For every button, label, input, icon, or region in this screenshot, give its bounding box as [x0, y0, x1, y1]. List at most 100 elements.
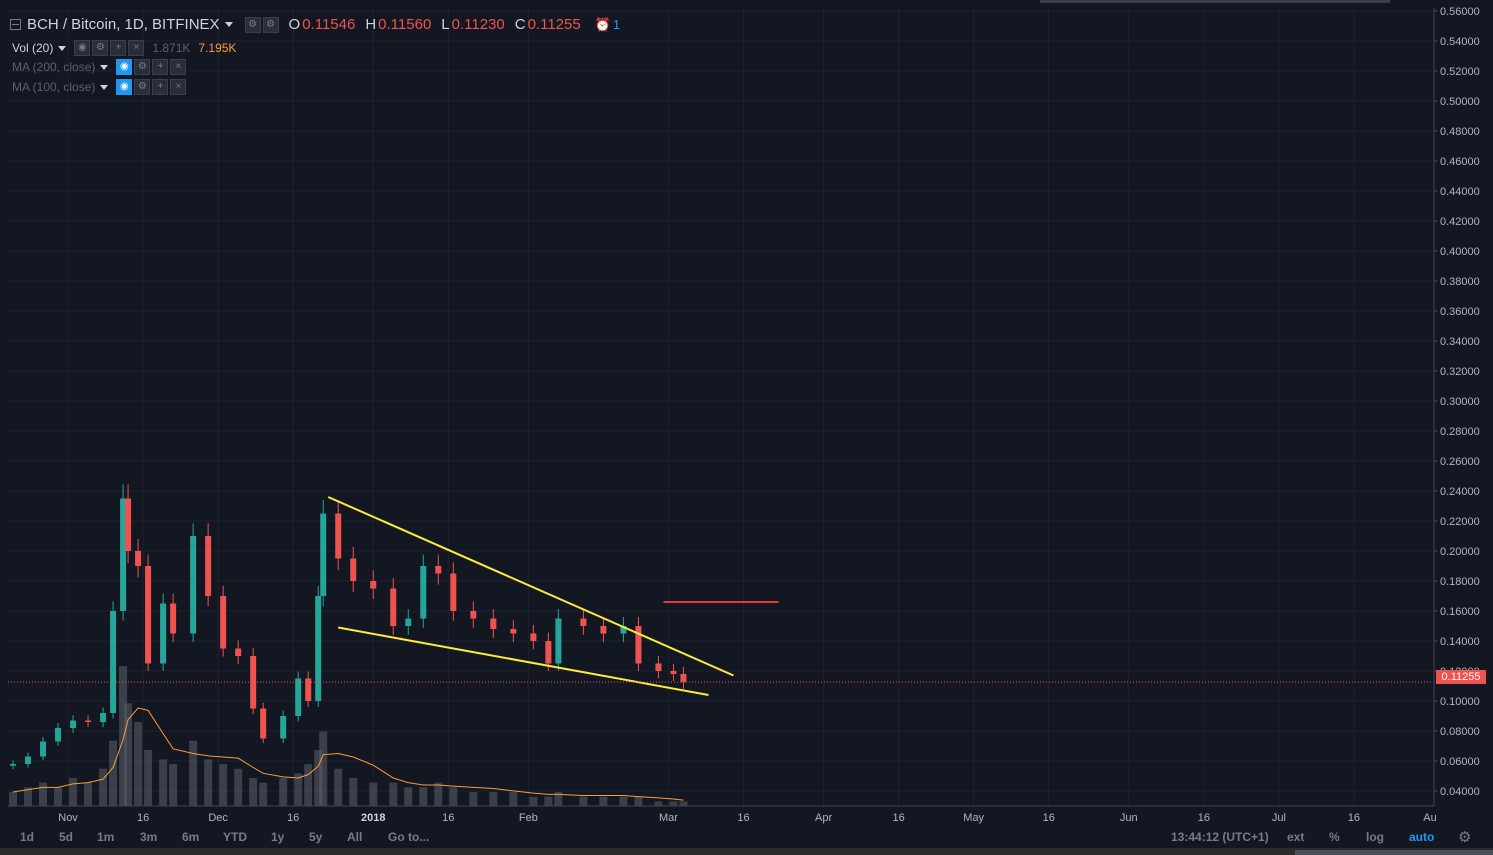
- volume-bar: [544, 796, 553, 806]
- volume-bar: [449, 787, 458, 806]
- volume-bar: [134, 722, 143, 806]
- chevron-down-icon[interactable]: [58, 45, 67, 51]
- volume-bar: [679, 801, 688, 806]
- volume-bar: [84, 782, 93, 806]
- legend-ma200: MA (200, close) ◉ ⚙ + ×: [12, 59, 187, 75]
- close-icon[interactable]: ×: [128, 40, 145, 56]
- candle-body: [420, 566, 427, 619]
- time-tick-label: Jul: [1272, 812, 1286, 824]
- time-tick-label: 16: [1198, 812, 1210, 824]
- range-3m[interactable]: 3m: [140, 830, 158, 844]
- candle-body: [205, 536, 212, 596]
- volume-bar: [119, 666, 128, 806]
- close-icon[interactable]: ×: [170, 59, 187, 75]
- candle-body: [110, 611, 117, 713]
- time-tick-label: 16: [137, 812, 149, 824]
- trendline: [327, 496, 734, 677]
- ma200-label[interactable]: MA (200, close): [12, 60, 96, 74]
- volume-bar: [259, 782, 268, 806]
- percent-toggle[interactable]: %: [1329, 830, 1340, 844]
- legend-vol: Vol (20) ◉ ⚙ + × 1.871K 7.195K: [12, 40, 236, 56]
- gear-icon[interactable]: ⚙: [1458, 829, 1472, 846]
- price-tick-label: 0.46000: [1440, 156, 1480, 168]
- close-icon[interactable]: ×: [170, 79, 187, 95]
- eye-icon[interactable]: ◉: [116, 59, 133, 75]
- candle-body: [490, 618, 497, 629]
- ext-toggle[interactable]: ext: [1287, 830, 1305, 844]
- alarm-clock-icon[interactable]: ⏰: [594, 16, 611, 32]
- goto-date-button[interactable]: Go to...: [388, 830, 430, 844]
- candle-body: [470, 611, 477, 619]
- volume-bar: [294, 773, 303, 806]
- candle-body: [335, 513, 342, 559]
- plus-icon[interactable]: +: [110, 40, 127, 56]
- eye-icon[interactable]: ◉: [116, 79, 133, 95]
- time-tick-label: Au: [1423, 812, 1436, 824]
- collapse-icon[interactable]: [10, 19, 21, 30]
- time-tick-label: Nov: [58, 812, 78, 824]
- range-1y[interactable]: 1y: [271, 830, 285, 844]
- chevron-down-icon[interactable]: [100, 64, 109, 70]
- range-5d[interactable]: 5d: [59, 830, 74, 844]
- volume-bar: [349, 778, 358, 806]
- chevron-down-icon[interactable]: [100, 84, 109, 90]
- gear-icon[interactable]: ⚙: [262, 16, 279, 33]
- gear-icon[interactable]: ⚙: [92, 40, 109, 56]
- candle-body: [160, 603, 167, 664]
- settings-icon[interactable]: ⚙: [244, 16, 261, 33]
- range-6m[interactable]: 6m: [182, 830, 200, 844]
- candle-body: [315, 596, 322, 701]
- time-tick-label: 16: [1043, 812, 1055, 824]
- price-axis: 0.56000 0.54000 0.52000 0.50000 0.48000 0.460…: [1433, 6, 1480, 806]
- high-value: 0.11560: [378, 16, 432, 33]
- symbol-title[interactable]: BCH / Bitcoin, 1D, BITFINEX: [27, 16, 220, 33]
- candle-body: [390, 588, 397, 626]
- range-1m[interactable]: 1m: [97, 830, 115, 844]
- price-tick-label: 0.30000: [1440, 396, 1480, 408]
- plus-icon[interactable]: +: [152, 59, 169, 75]
- clock[interactable]: 13:44:12 (UTC+1): [1171, 830, 1269, 844]
- range-5y[interactable]: 5y: [309, 830, 323, 844]
- volume-bar: [144, 750, 153, 806]
- chevron-down-icon[interactable]: [224, 22, 233, 27]
- gear-icon[interactable]: ⚙: [134, 79, 151, 95]
- vol-label[interactable]: Vol (20): [12, 41, 54, 55]
- ma100-label[interactable]: MA (100, close): [12, 80, 96, 94]
- price-tick-label: 0.42000: [1440, 216, 1480, 228]
- candle-body: [55, 728, 62, 742]
- volume-bar: [249, 778, 258, 806]
- candle-body: [620, 626, 627, 634]
- candle-body: [190, 536, 197, 634]
- range-all[interactable]: All: [347, 830, 363, 844]
- price-tick-label: 0.14000: [1440, 636, 1480, 648]
- candle-body: [295, 678, 302, 716]
- candle-body: [530, 633, 537, 641]
- plus-icon[interactable]: +: [152, 79, 169, 95]
- volume-bar: [389, 782, 398, 806]
- volume-bar: [109, 740, 118, 806]
- candlesticks: [10, 484, 687, 770]
- range-ytd[interactable]: YTD: [223, 830, 247, 844]
- volume-bar: [554, 792, 563, 806]
- candle-body: [85, 720, 92, 722]
- range-1d[interactable]: 1d: [20, 830, 35, 844]
- candle-body: [135, 551, 142, 566]
- price-tick-label: 0.34000: [1440, 336, 1480, 348]
- price-tick-label: 0.56000: [1440, 6, 1480, 18]
- time-tick-label: Mar: [659, 812, 678, 824]
- gear-icon[interactable]: ⚙: [134, 59, 151, 75]
- price-tick-label: 0.32000: [1440, 366, 1480, 378]
- time-tick-label: Apr: [815, 812, 832, 824]
- log-toggle[interactable]: log: [1366, 830, 1384, 844]
- time-tick-label: 16: [287, 812, 299, 824]
- trendline: [338, 626, 709, 696]
- candle-body: [10, 764, 17, 766]
- eye-icon[interactable]: ◉: [74, 40, 91, 56]
- open-label: O: [288, 16, 301, 33]
- volume-bar: [24, 787, 33, 806]
- price-tick-label: 0.28000: [1440, 426, 1480, 438]
- auto-toggle[interactable]: auto: [1409, 830, 1435, 844]
- volume-bar: [234, 768, 243, 806]
- alert-count[interactable]: 1: [612, 17, 621, 32]
